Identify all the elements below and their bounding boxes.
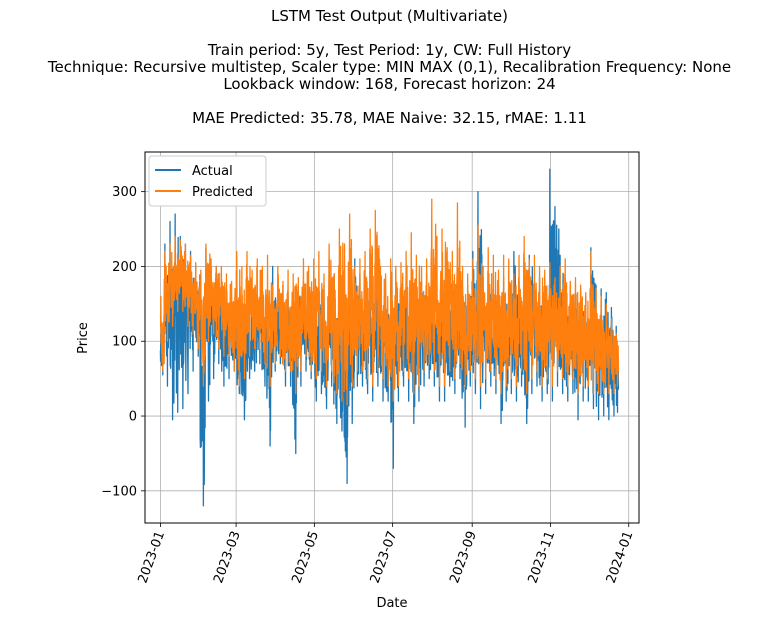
- legend-label-actual: Actual: [192, 164, 233, 179]
- x-tick-label: 2023-01: [135, 529, 168, 585]
- y-tick-label: −100: [101, 484, 137, 499]
- legend-box: [148, 155, 267, 207]
- legend: Actual Predicted: [148, 155, 267, 207]
- y-tick-label: 100: [112, 335, 137, 350]
- x-tick-label: 2023-05: [289, 529, 322, 585]
- x-tick-label: 2023-03: [211, 529, 244, 585]
- tick-marks: [141, 191, 630, 527]
- y-tick-label: 300: [112, 185, 137, 200]
- chart-subtitle-line-1: Train period: 5y, Test Period: 1y, CW: F…: [207, 41, 572, 59]
- series-line-predicted: [159, 198, 620, 406]
- legend-label-predicted: Predicted: [192, 185, 253, 200]
- chart-subtitle-line-4: MAE Predicted: 35.78, MAE Naive: 32.15, …: [192, 109, 587, 127]
- y-tick-label: 0: [129, 410, 137, 425]
- chart-subtitle-line-3: Lookback window: 168, Forecast horizon: …: [223, 75, 556, 93]
- x-tick-label: 2023-09: [447, 529, 480, 585]
- chart-title: LSTM Test Output (Multivariate): [270, 7, 508, 25]
- x-tick-label: 2024-01: [604, 529, 637, 585]
- plot-area-frame: [144, 151, 640, 524]
- x-tick-label: 2023-11: [526, 529, 559, 585]
- x-tick-label: 2023-07: [368, 529, 401, 585]
- series-layer: [159, 168, 620, 507]
- y-axis-label: Price: [76, 322, 91, 354]
- chart-title-block: LSTM Test Output (Multivariate) Train pe…: [0, 8, 779, 127]
- chart-subtitle-line-2: Technique: Recursive multistep, Scaler t…: [47, 58, 732, 76]
- x-axis-label: Date: [376, 596, 407, 611]
- y-tick-label: 200: [112, 260, 137, 275]
